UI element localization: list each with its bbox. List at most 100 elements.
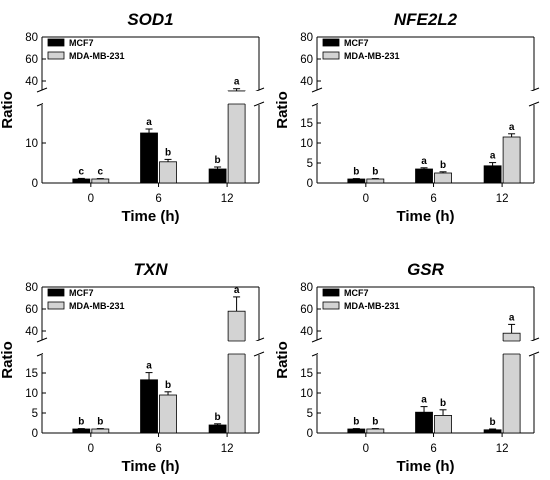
significance-letter: c — [79, 166, 85, 177]
y-axis-label: Ratio — [274, 341, 291, 379]
bar — [91, 428, 110, 434]
significance-letter: a — [234, 77, 240, 88]
x-tick-label: 12 — [496, 193, 509, 205]
bar-mcf7-0 — [347, 428, 366, 434]
y-tick-label: 10 — [25, 138, 38, 150]
y-tick-label: 0 — [307, 178, 313, 190]
y-tick-label: 15 — [300, 118, 313, 130]
legend-swatch — [322, 38, 340, 47]
legend-swatch — [322, 301, 340, 310]
bar-mda-mb-231-6 — [434, 172, 452, 184]
significance-letter: a — [146, 117, 152, 128]
y-tick-label: 80 — [300, 32, 313, 44]
bar-mcf7-6 — [415, 168, 433, 184]
y-axis-break-mark — [311, 87, 323, 93]
y-tick-label: 40 — [25, 76, 38, 88]
legend-label: MDA-MB-231 — [344, 51, 400, 61]
right-axis-break-mark — [253, 351, 265, 357]
significance-letter: b — [165, 380, 171, 391]
bar — [208, 424, 227, 434]
bar-mda-mb-231-12 — [502, 136, 521, 184]
right-axis-break-mark — [528, 351, 540, 357]
y-tick-label: 15 — [25, 368, 38, 380]
x-tick-label: 0 — [88, 193, 94, 205]
bar — [483, 165, 502, 184]
bar-mcf7-12 — [483, 429, 502, 434]
y-axis-break-mark — [36, 337, 48, 343]
axis-break-band — [318, 91, 533, 104]
significance-letter: a — [509, 312, 515, 323]
bar-mcf7-12 — [483, 165, 502, 184]
x-tick-label: 6 — [430, 193, 436, 205]
legend-label: MCF7 — [69, 38, 94, 48]
y-tick-label: 60 — [300, 304, 313, 316]
legend-label: MCF7 — [344, 288, 369, 298]
significance-letter: b — [353, 167, 359, 178]
bar-mda-mb-231-0 — [366, 428, 385, 434]
bar-upper — [227, 310, 246, 343]
axis-break-band — [43, 91, 258, 104]
x-axis-label: Time (h) — [396, 208, 454, 225]
y-tick-label: 80 — [25, 32, 38, 44]
x-axis-label: Time (h) — [121, 458, 179, 475]
y-axis-break-mark — [36, 87, 48, 93]
legend: MCF7 MDA-MB-231 — [322, 38, 400, 61]
bar — [366, 178, 385, 184]
y-axis-label: Ratio — [0, 341, 16, 379]
chart-title: GSR — [407, 260, 445, 279]
bar-mda-mb-231-0 — [91, 428, 110, 434]
x-tick-label: 6 — [430, 443, 436, 455]
bar-mda-mb-231-12 — [502, 332, 521, 434]
significance-letter: b — [440, 398, 446, 409]
legend-swatch — [47, 51, 65, 60]
y-tick-label: 10 — [25, 388, 38, 400]
legend-swatch — [47, 38, 65, 47]
axis-break-band — [318, 341, 533, 354]
bar-mda-mb-231-0 — [366, 178, 385, 184]
y-tick-label: 80 — [300, 282, 313, 294]
significance-letter: b — [353, 417, 359, 428]
bar — [159, 161, 177, 184]
y-tick-label: 0 — [32, 428, 38, 440]
bar-mda-mb-231-6 — [159, 161, 177, 184]
chart-panel-txn: TXN 0 5 10 15 40 60 80 Ratio 0 6 12 Time (h) b a b b b a MC… — [0, 260, 265, 475]
y-tick-label: 60 — [300, 54, 313, 66]
y-tick-label: 10 — [300, 388, 313, 400]
legend-label: MDA-MB-231 — [69, 51, 125, 61]
y-tick-label: 60 — [25, 304, 38, 316]
y-tick-label: 40 — [300, 326, 313, 338]
y-axis-label: Ratio — [0, 91, 16, 129]
bar-lower — [227, 352, 246, 434]
significance-letter: b — [372, 417, 378, 428]
bar — [415, 168, 433, 184]
bar — [91, 178, 110, 184]
bar-mcf7-12 — [208, 168, 227, 184]
legend: MCF7 MDA-MB-231 — [322, 288, 400, 311]
bar-mda-mb-231-12 — [227, 90, 246, 184]
significance-letter: b — [440, 160, 446, 171]
legend-label: MCF7 — [344, 38, 369, 48]
x-tick-label: 12 — [496, 443, 509, 455]
bar-lower — [227, 102, 246, 184]
y-tick-label: 40 — [25, 326, 38, 338]
significance-letter: b — [78, 417, 84, 428]
legend: MCF7 MDA-MB-231 — [47, 288, 125, 311]
bar-mcf7-0 — [72, 178, 91, 184]
bar-mda-mb-231-12 — [227, 310, 246, 434]
significance-letter: b — [372, 167, 378, 178]
bar-mda-mb-231-6 — [434, 414, 452, 434]
bar — [347, 178, 366, 184]
legend-swatch — [322, 288, 340, 297]
y-tick-label: 0 — [32, 178, 38, 190]
bar-mcf7-12 — [208, 424, 227, 434]
bar — [483, 429, 502, 434]
legend-label: MDA-MB-231 — [344, 301, 400, 311]
significance-letter: a — [421, 156, 427, 167]
chart-panel-nfe2l2: NFE2L2 0 5 10 15 40 60 80 Ratio 0 6 12 Time (h) b a a b b… — [274, 10, 540, 225]
significance-letter: a — [421, 395, 427, 406]
x-axis-label: Time (h) — [121, 208, 179, 225]
chart-panel-gsr: GSR 0 5 10 15 40 60 80 Ratio 0 6 12 Time (h) b a b b b a MC… — [274, 260, 540, 475]
bar — [502, 136, 521, 184]
